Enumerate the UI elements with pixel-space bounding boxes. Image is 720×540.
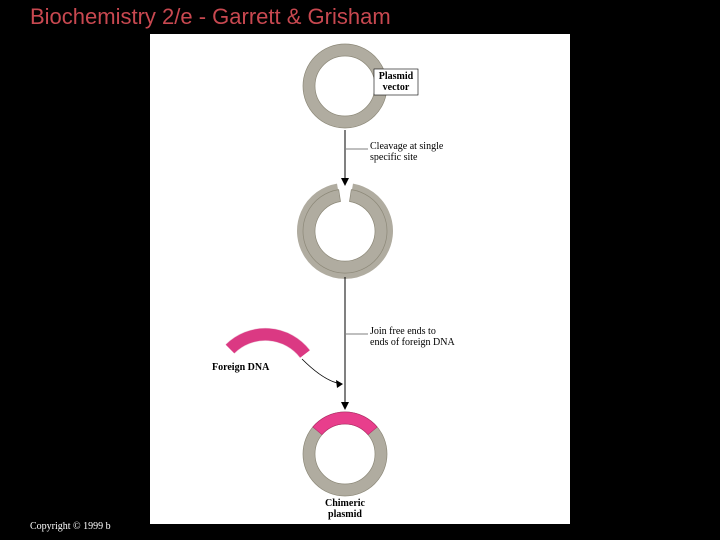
cleavage-label-1: Cleavage at single (370, 141, 444, 152)
foreign-dna-merge-line (302, 359, 342, 384)
join-label-2: ends of foreign DNA (370, 337, 455, 348)
plasmid-vector-label-1: Plasmid (379, 71, 414, 82)
join-label-1: Join free ends to (370, 326, 436, 337)
cleavage-label-2: specific site (370, 152, 418, 163)
cleaved-ring-fill (303, 190, 387, 274)
plasmid-diagram: Plasmid vector Cleavage at single specif… (150, 34, 570, 524)
arrow-1-head (341, 178, 349, 186)
arrow-2-head (341, 402, 349, 410)
copyright-text: Copyright © 1999 b (30, 521, 111, 532)
diagram-panel: Plasmid vector Cleavage at single specif… (150, 34, 570, 524)
chimeric-label-1: Chimeric (325, 498, 366, 509)
chimeric-label-2: plasmid (328, 509, 362, 520)
chimeric-plasmid-ring (303, 412, 387, 496)
page-title: Biochemistry 2/e - Garrett & Grisham (30, 4, 391, 30)
foreign-dna-merge-head (336, 380, 343, 388)
plasmid-vector-label-2: vector (383, 82, 410, 93)
foreign-dna-label: Foreign DNA (212, 362, 270, 373)
foreign-dna-arc-edge (230, 334, 305, 354)
